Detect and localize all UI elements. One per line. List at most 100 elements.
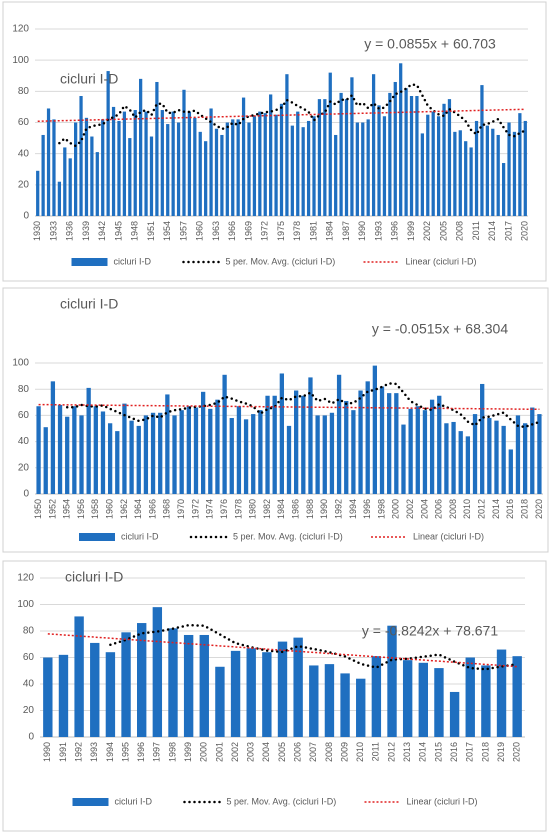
y-tick-label: 60 <box>18 117 30 128</box>
x-tick-label: 1942 <box>97 221 107 241</box>
bar <box>84 117 89 216</box>
x-tick-label: 1930 <box>32 221 42 241</box>
legend-label: Linear (cicluri I-D) <box>406 256 477 266</box>
legend-label: 5 per. Mov. Avg. (cicluri I-D) <box>226 256 336 266</box>
bar <box>442 103 446 216</box>
x-tick-label: 1936 <box>65 221 75 241</box>
bar <box>426 114 430 216</box>
bar <box>496 649 507 737</box>
x-tick-label: 2006 <box>293 742 303 762</box>
x-tick-label: 1970 <box>176 499 186 519</box>
x-tick-label: 1978 <box>292 221 302 241</box>
x-tick-label: 1986 <box>291 499 301 519</box>
bar <box>301 395 306 494</box>
x-tick-label: 1984 <box>325 221 335 241</box>
x-tick-label: 2016 <box>505 499 515 519</box>
bar <box>290 125 294 216</box>
bar <box>86 387 91 494</box>
bar <box>361 122 365 216</box>
bar <box>429 399 435 494</box>
y-tick-label: 40 <box>18 436 30 447</box>
bar <box>128 138 132 216</box>
bar <box>209 108 213 216</box>
bar <box>198 131 202 216</box>
bar <box>106 71 110 216</box>
bar <box>186 406 191 494</box>
bar <box>469 147 473 216</box>
y-tick-label: 0 <box>23 489 29 500</box>
bar <box>171 111 175 216</box>
bar <box>252 116 257 216</box>
bar <box>401 424 406 494</box>
bar <box>530 407 535 494</box>
bar <box>176 122 181 216</box>
bar <box>465 657 475 737</box>
x-tick-label: 1969 <box>243 221 253 241</box>
x-tick-label: 1974 <box>205 499 215 519</box>
bar <box>296 111 300 216</box>
x-tick-label: 1972 <box>260 221 270 241</box>
x-tick-label: 1996 <box>390 221 400 241</box>
x-tick-label: 2018 <box>519 499 529 519</box>
x-tick-label: 1951 <box>146 221 156 241</box>
bar <box>263 113 267 216</box>
x-tick-label: 1999 <box>406 221 416 241</box>
panel <box>2 1 547 282</box>
bar <box>537 414 542 494</box>
bar <box>143 415 149 494</box>
bar <box>269 94 273 216</box>
x-tick-label: 2004 <box>261 742 271 762</box>
bar <box>394 393 399 494</box>
panel <box>2 287 549 553</box>
legend-label: 5 per. Mov. Avg. (cicluri I-D) <box>227 796 337 806</box>
trend-line <box>37 108 526 123</box>
bar <box>265 395 270 494</box>
legend-swatch <box>71 258 108 266</box>
y-tick-label: 40 <box>23 679 35 690</box>
bar <box>458 130 462 216</box>
x-tick-label: 2002 <box>230 742 240 762</box>
x-tick-label: 1964 <box>133 499 143 519</box>
x-tick-label: 2002 <box>405 499 415 519</box>
bar <box>165 394 170 494</box>
x-tick-label: 1976 <box>219 499 229 519</box>
bar <box>366 119 370 216</box>
bar <box>444 423 449 494</box>
x-tick-label: 1963 <box>211 221 221 241</box>
bar <box>422 410 428 494</box>
bar <box>336 374 342 494</box>
bar <box>139 78 143 216</box>
bar <box>230 650 241 737</box>
bar <box>309 665 319 737</box>
bar <box>487 418 492 494</box>
x-tick-label: 2017 <box>503 221 513 241</box>
bar <box>200 391 206 494</box>
y-tick-label: 120 <box>17 573 34 584</box>
x-tick-label: 2017 <box>465 742 475 762</box>
bar <box>279 373 284 494</box>
bar <box>187 111 192 216</box>
x-tick-label: 1992 <box>333 499 343 519</box>
bar <box>301 127 305 216</box>
bar <box>105 652 116 737</box>
x-tick-label: 2001 <box>214 742 224 762</box>
bar <box>481 665 491 737</box>
x-tick-label: 2000 <box>391 499 401 519</box>
bar <box>372 365 378 494</box>
x-tick-label: 2014 <box>491 499 501 519</box>
bar <box>215 666 225 737</box>
y-tick-label: 80 <box>23 626 35 637</box>
bar <box>274 114 278 216</box>
bar <box>512 131 517 216</box>
bar <box>68 158 72 216</box>
bar <box>317 99 322 216</box>
moving-average-line <box>65 382 541 429</box>
bar <box>449 691 460 737</box>
legend-swatch <box>72 798 109 806</box>
bar <box>358 390 363 494</box>
bar <box>415 96 419 216</box>
y-tick-label: 60 <box>23 652 35 663</box>
bar <box>277 641 288 737</box>
bar <box>431 111 435 216</box>
x-tick-label: 2012 <box>477 499 487 519</box>
